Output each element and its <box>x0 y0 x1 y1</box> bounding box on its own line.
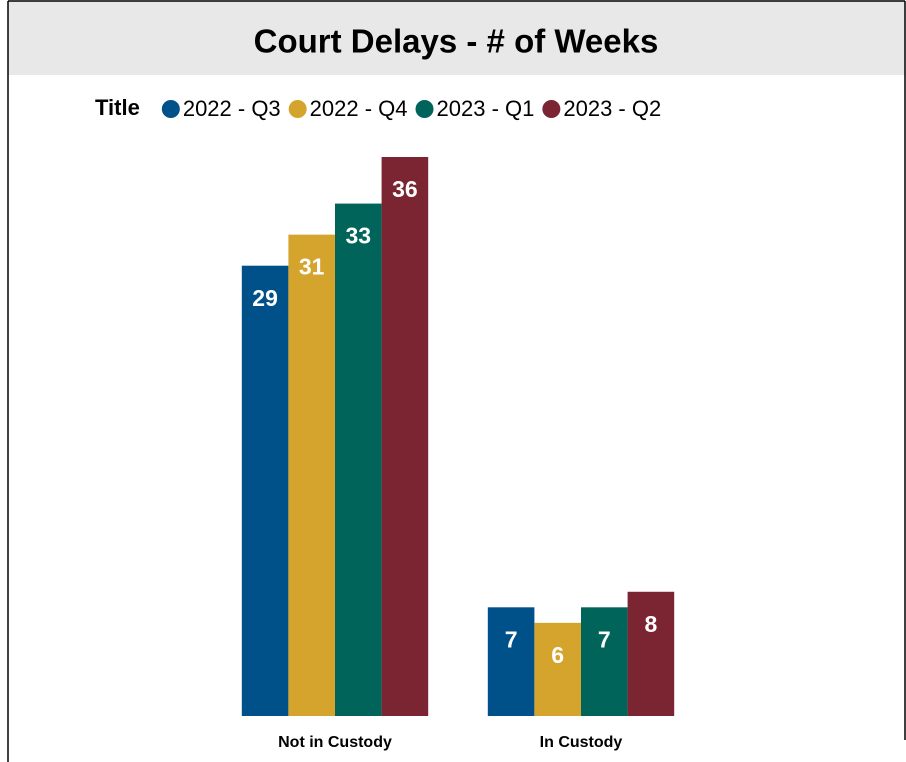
bar <box>335 203 382 717</box>
chart-title: Court Delays - # of Weeks <box>254 23 659 60</box>
bar <box>381 157 429 716</box>
data-label: 33 <box>346 223 372 249</box>
legend-marker <box>288 100 307 118</box>
bar <box>581 607 628 716</box>
legend-label: 2023 - Q2 <box>563 96 661 121</box>
data-label: 7 <box>505 626 518 652</box>
x-tick-label: Not in Custody <box>278 734 392 751</box>
data-label: 8 <box>645 611 658 637</box>
bar <box>627 591 675 716</box>
legend: Title 2022 - Q3 2022 - Q4 2023 - Q1 2023 - … <box>95 95 661 121</box>
legend-label: 2023 - Q1 <box>437 96 535 121</box>
legend-marker <box>161 100 180 118</box>
bar <box>487 607 535 716</box>
legend-title: Title <box>95 95 140 120</box>
title-band <box>8 1 905 75</box>
data-label: 36 <box>392 176 418 202</box>
legend-label: 2022 - Q3 <box>183 96 281 121</box>
bar <box>241 265 289 716</box>
legend-marker <box>415 100 434 118</box>
legend-label: 2022 - Q4 <box>310 96 408 121</box>
legend-marker <box>542 100 561 118</box>
data-label: 7 <box>598 626 611 652</box>
data-label: 29 <box>252 285 278 311</box>
data-label: 31 <box>299 254 325 280</box>
data-label: 6 <box>551 642 564 668</box>
bar <box>534 622 581 716</box>
x-tick-label: In Custody <box>540 734 623 751</box>
bar <box>288 234 335 716</box>
